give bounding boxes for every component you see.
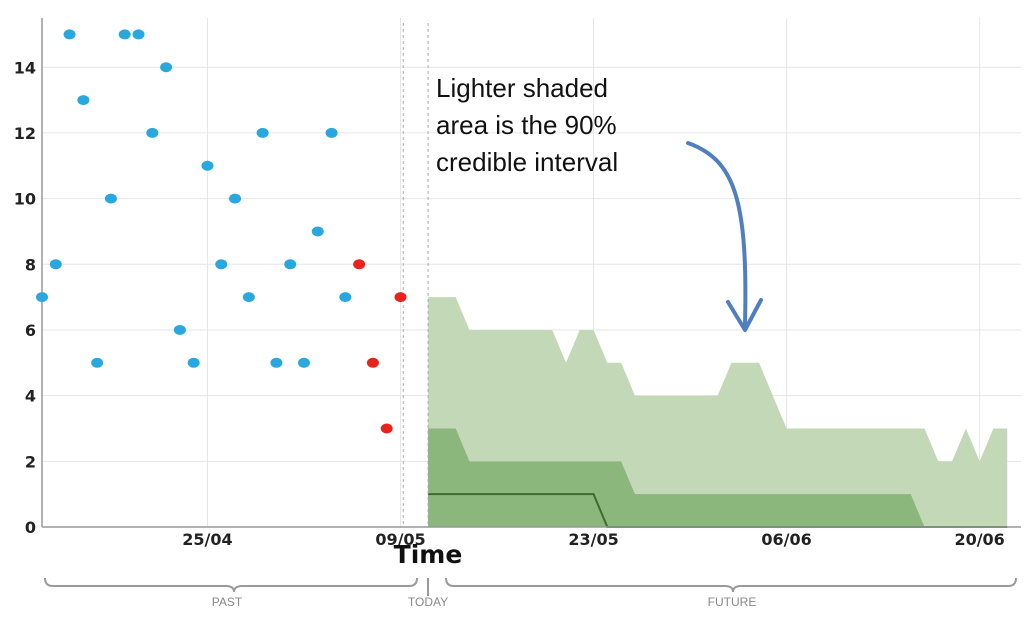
data-point-past	[256, 127, 269, 138]
credible-bands	[428, 297, 1008, 528]
data-point-past	[325, 127, 338, 138]
x-tick-label: 25/04	[182, 530, 232, 549]
annotation-line-1: Lighter shaded	[436, 73, 608, 103]
period-braces	[44, 577, 1017, 596]
x-tick-label: 20/06	[954, 530, 1004, 549]
arrow-shaft	[686, 141, 748, 327]
x-axis-label: Time	[394, 540, 463, 569]
data-point-past	[49, 259, 62, 270]
y-tick-label: 0	[25, 518, 36, 537]
data-point-past	[284, 259, 297, 270]
data-point-recent	[353, 259, 366, 270]
data-point-recent	[394, 292, 407, 303]
data-point-past	[297, 357, 310, 368]
y-tick-label: 10	[14, 190, 36, 209]
y-tick-label: 4	[25, 387, 36, 406]
period-past: PAST	[212, 595, 243, 609]
y-tick-label: 14	[14, 58, 36, 77]
x-tick-label: 23/05	[568, 530, 618, 549]
data-point-past	[104, 193, 117, 204]
data-point-past	[215, 259, 228, 270]
data-point-past	[132, 29, 145, 40]
past-brace	[44, 577, 418, 593]
vertical-markers	[402, 23, 429, 527]
data-point-past	[201, 160, 214, 171]
data-point-past	[173, 324, 186, 335]
data-point-past	[77, 95, 90, 106]
data-point-past	[311, 226, 324, 237]
y-tick-label: 2	[25, 452, 36, 471]
annotation-arrow	[686, 141, 763, 332]
y-tick-label: 12	[14, 124, 36, 143]
band-inner	[428, 428, 925, 527]
data-point-past	[118, 29, 131, 40]
annotation-line-3: credible interval	[436, 147, 618, 177]
data-point-past	[63, 29, 76, 40]
data-point-past	[91, 357, 104, 368]
x-tick-label: 09/05	[375, 530, 425, 549]
data-point-past	[229, 193, 242, 204]
period-future: FUTURE	[708, 595, 757, 609]
axes	[41, 18, 1021, 528]
period-today: TODAY	[408, 595, 448, 609]
future-brace	[445, 577, 1017, 593]
data-point-recent	[380, 423, 393, 434]
arrow-head	[726, 298, 763, 332]
data-point-past	[36, 292, 48, 303]
annotation-line-2: area is the 90%	[436, 110, 617, 140]
x-tick-labels: 25/04 09/05 23/05 06/06 20/06	[182, 530, 1005, 549]
data-point-past	[187, 357, 200, 368]
annotation: Lighter shaded area is the 90% credible …	[436, 73, 618, 177]
y-tick-label: 8	[25, 255, 36, 274]
data-point-past	[160, 62, 173, 73]
data-point-past	[146, 127, 159, 138]
grid-lines	[42, 18, 1021, 528]
data-point-recent	[366, 357, 379, 368]
data-point-past	[339, 292, 352, 303]
data-point-past	[242, 292, 255, 303]
scatter-points	[36, 29, 407, 434]
x-tick-label: 06/06	[761, 530, 811, 549]
data-point-past	[270, 357, 283, 368]
y-tick-label: 6	[25, 321, 36, 340]
y-tick-labels: 0 2 4 6 8 10 12 14	[14, 58, 36, 537]
